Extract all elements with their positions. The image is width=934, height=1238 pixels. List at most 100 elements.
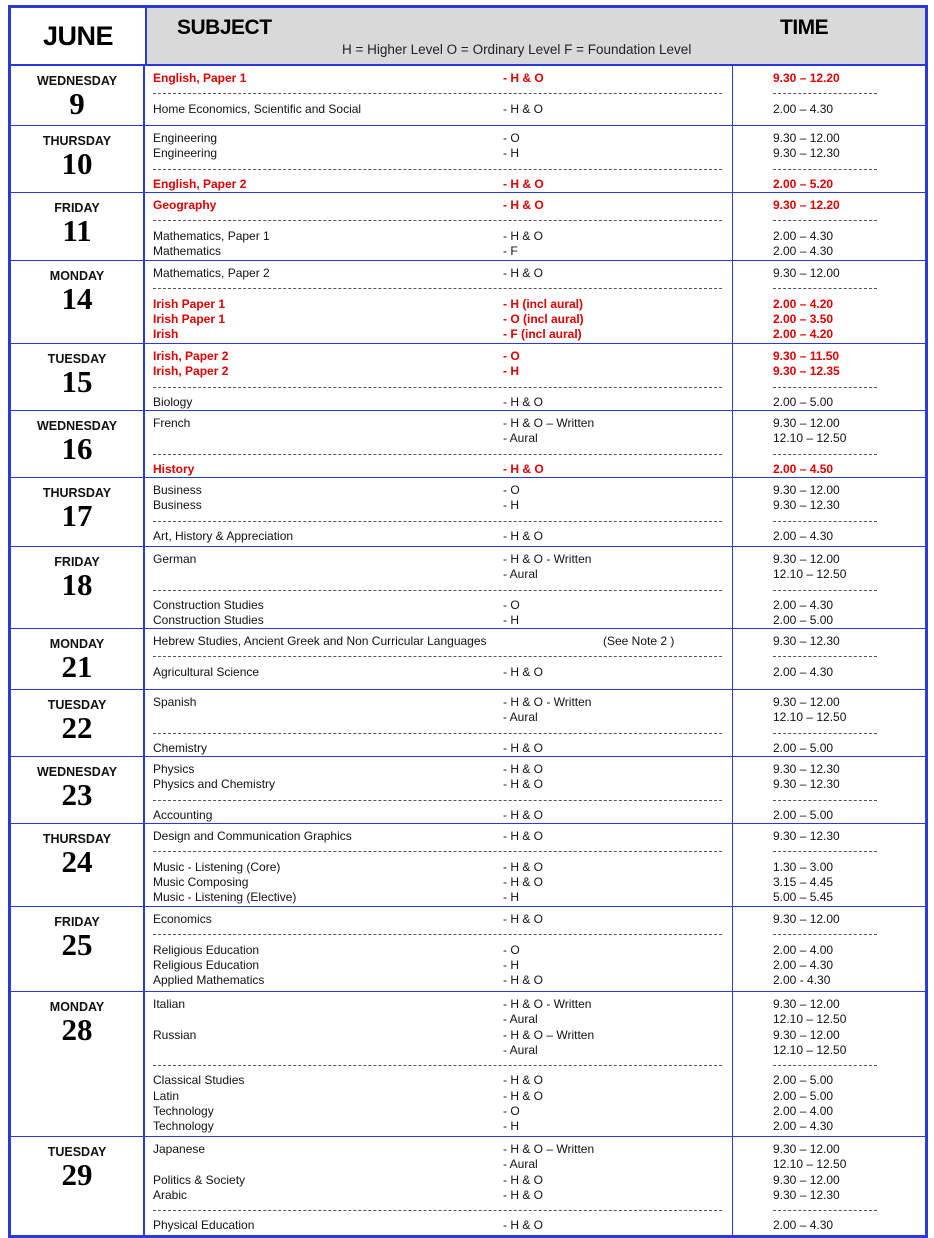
exam-level: - H & O bbox=[503, 762, 544, 776]
subject-cell: Hebrew Studies, Ancient Greek and Non Cu… bbox=[145, 629, 733, 689]
exam-line: Music Composing - H & O bbox=[145, 875, 732, 890]
exam-time-line: 9.30 – 12.00 bbox=[733, 695, 925, 710]
subject-cell: Physics - H & O Physics and Chemistry - H &… bbox=[145, 757, 733, 823]
time-cell: 9.30 – 12.20 2.00 – 4.30 2.00 – 4.30 bbox=[733, 193, 925, 260]
date-cell: TUESDAY 29 bbox=[11, 1137, 145, 1235]
exam-line: Latin - H & O bbox=[145, 1089, 732, 1104]
exam-level: - H & O bbox=[503, 71, 544, 85]
day-number: 14 bbox=[61, 281, 93, 316]
exam-line: Design and Communication Graphics - H & O bbox=[145, 829, 732, 844]
day-name: THURSDAY bbox=[42, 134, 112, 148]
subject-name: Spanish bbox=[153, 695, 197, 709]
exam-level: - H & O bbox=[503, 807, 544, 822]
exam-level: - O (incl aural) bbox=[503, 311, 584, 326]
subject-name: Irish, Paper 2 bbox=[153, 349, 229, 363]
day-name: WEDNESDAY bbox=[36, 765, 118, 779]
separator-line bbox=[733, 380, 925, 395]
dashed-divider bbox=[773, 93, 877, 95]
day-name: MONDAY bbox=[49, 637, 105, 651]
exam-level: - H & O bbox=[503, 1088, 544, 1103]
subject-name: Home Economics, Scientific and Social bbox=[153, 101, 362, 116]
time-cell: 9.30 – 12.00 12.10 – 12.50 2.00 – 5.00 bbox=[733, 690, 925, 756]
exam-time-line: 9.30 – 12.00 bbox=[733, 912, 925, 927]
subject-heading: SUBJECT bbox=[177, 16, 272, 39]
exam-time-line: 5.00 – 5.45 bbox=[733, 890, 925, 905]
subject-name: Mathematics, Paper 2 bbox=[153, 266, 270, 280]
exam-level: - O bbox=[503, 942, 520, 957]
exam-line: Home Economics, Scientific and Social - H… bbox=[145, 102, 732, 117]
exam-time-line: 2.00 – 5.00 bbox=[733, 395, 925, 410]
exam-level: - H & O bbox=[503, 829, 544, 843]
exam-time-line: 2.00 - 4.30 bbox=[733, 973, 925, 988]
subject-name: Business bbox=[153, 498, 202, 513]
day-row: TUESDAY 22 Spanish - H & O - Written - Aural… bbox=[11, 690, 925, 757]
date-cell: TUESDAY 15 bbox=[11, 344, 145, 410]
separator-line bbox=[145, 162, 732, 177]
dashed-divider bbox=[773, 1210, 877, 1212]
exam-level: - O bbox=[503, 349, 520, 363]
dashed-divider bbox=[153, 656, 722, 658]
day-name: MONDAY bbox=[49, 269, 105, 283]
exam-line: Irish, Paper 2 - H bbox=[145, 364, 732, 379]
subject-name: Economics bbox=[153, 912, 212, 926]
month-heading: JUNE bbox=[11, 8, 147, 64]
exam-time-line: 2.00 – 4.30 bbox=[733, 244, 925, 259]
exam-level: - Aural bbox=[503, 431, 538, 446]
subject-name: Biology bbox=[153, 394, 193, 409]
exam-time: 2.00 – 4.30 bbox=[773, 101, 834, 116]
day-row: THURSDAY 17 Business - O Business - H Art, His… bbox=[11, 478, 925, 547]
exam-time-line: 9.30 – 12.00 bbox=[733, 552, 925, 567]
subject-name: Religious Education bbox=[153, 957, 260, 972]
exam-line: Construction Studies - H bbox=[145, 613, 732, 628]
dashed-divider bbox=[773, 851, 877, 853]
subject-name: Physics and Chemistry bbox=[153, 777, 276, 792]
exam-time-line: 2.00 – 4.50 bbox=[733, 462, 925, 477]
exam-time-line: 9.30 – 12.00 bbox=[733, 1142, 925, 1157]
subject-cell: English, Paper 1- H & O Home Economics, S… bbox=[145, 66, 733, 125]
exam-time: 2.00 – 5.20 bbox=[773, 176, 834, 191]
time-cell: 9.30 – 12.00 12.10 – 12.50 2.00 – 4.50 bbox=[733, 411, 925, 477]
time-cell: 9.30 – 12.30 1.30 – 3.00 3.15 – 4.45 5.00 –… bbox=[733, 824, 925, 906]
exam-level: - Aural bbox=[503, 567, 538, 582]
exam-time-line: 12.10 – 12.50 bbox=[733, 1157, 925, 1172]
day-number: 23 bbox=[61, 777, 93, 812]
day-row: THURSDAY 10 Engineering - O Engineering - H En… bbox=[11, 126, 925, 193]
exam-time-line: 9.30 – 12.00 bbox=[733, 1028, 925, 1043]
dashed-divider bbox=[773, 799, 877, 801]
dashed-divider bbox=[153, 589, 722, 591]
subject-name: Politics & Society bbox=[153, 1172, 246, 1187]
exam-time: 2.00 – 4.50 bbox=[773, 461, 834, 476]
exam-time: 2.00 – 3.50 bbox=[773, 311, 834, 326]
subject-name: Engineering bbox=[153, 146, 218, 161]
exam-time-line: 9.30 – 11.50 bbox=[733, 349, 925, 364]
exam-time-line: 2.00 – 4.20 bbox=[733, 297, 925, 312]
separator-line bbox=[733, 281, 925, 296]
exam-line: Irish, Paper 2 - O bbox=[145, 349, 732, 364]
subject-cell: German - H & O - Written - Aural Constructi… bbox=[145, 547, 733, 628]
exam-line: Agricultural Science - H & O bbox=[145, 665, 732, 680]
day-name: WEDNESDAY bbox=[36, 74, 118, 88]
day-number: 22 bbox=[61, 710, 93, 745]
separator-line bbox=[145, 380, 732, 395]
day-name: THURSDAY bbox=[42, 832, 112, 846]
day-name: TUESDAY bbox=[47, 1145, 107, 1159]
exam-line: Mathematics, Paper 1 - H & O bbox=[145, 229, 732, 244]
exam-level: - Aural bbox=[503, 1012, 538, 1027]
date-cell: MONDAY 14 bbox=[11, 261, 145, 343]
exam-level: - Aural bbox=[503, 1042, 538, 1057]
exam-line: Politics & Society - H & O bbox=[145, 1173, 732, 1188]
exam-time: 2.00 – 4.30 bbox=[773, 664, 834, 679]
exam-level: - H & O bbox=[503, 777, 544, 792]
exam-line: Mathematics, Paper 2 - H & O bbox=[145, 266, 732, 281]
exam-line: Music - Listening (Elective) - H bbox=[145, 890, 732, 905]
separator-line bbox=[145, 86, 732, 101]
subject-cell: Economics - H & O Religious Education - O Re… bbox=[145, 907, 733, 991]
exam-time: 9.30 – 12.30 bbox=[773, 829, 840, 843]
subject-name: Physics bbox=[153, 762, 195, 776]
exam-time-line: 12.10 – 12.50 bbox=[733, 710, 925, 725]
exam-level: - H & O - Written bbox=[503, 552, 592, 566]
subject-cell: Engineering - O Engineering - H English, Pap… bbox=[145, 126, 733, 192]
exam-line: Mathematics - F bbox=[145, 244, 732, 259]
separator-line bbox=[733, 447, 925, 462]
dashed-divider bbox=[153, 220, 722, 222]
